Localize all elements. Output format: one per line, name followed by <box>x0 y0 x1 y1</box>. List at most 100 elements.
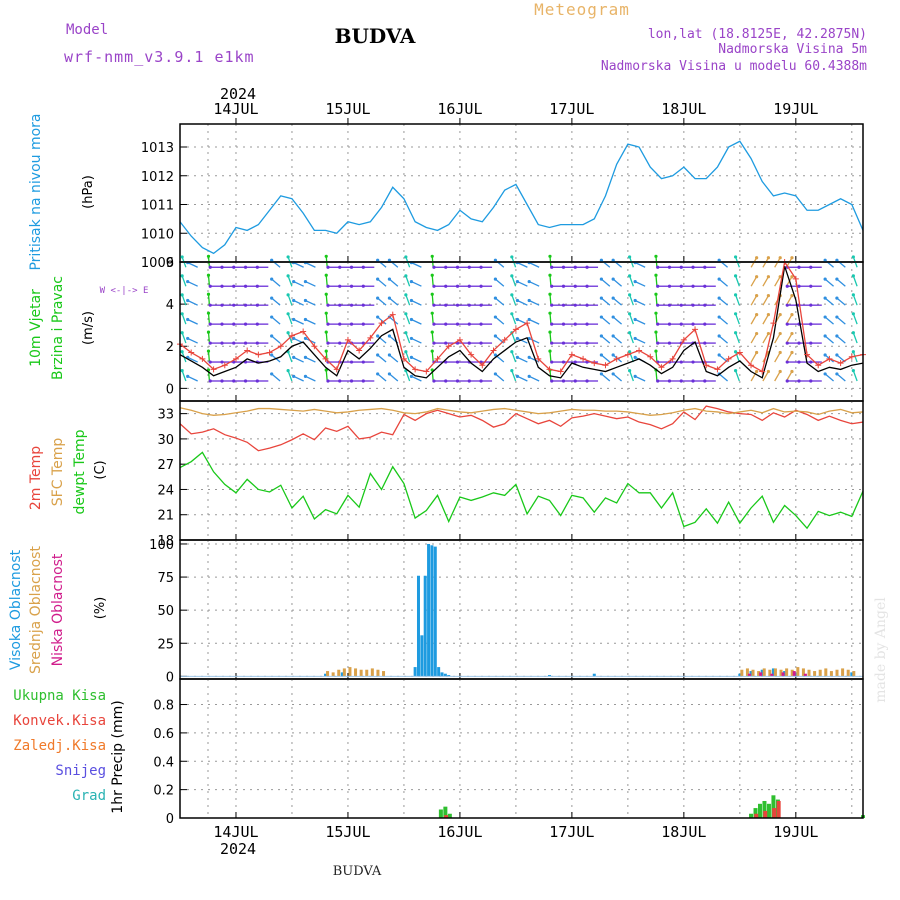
bar-visoka-oblacnost <box>420 635 424 677</box>
bar-srednja-oblacnost <box>326 671 330 677</box>
panel-pressure <box>179 123 864 263</box>
legend-snow: Snijeg <box>55 763 106 779</box>
wind-arrow <box>634 280 646 287</box>
wind-arrow-head <box>292 336 296 341</box>
gust-point <box>277 343 284 350</box>
footer-title: BUDVA <box>333 864 382 879</box>
series-line-pritisak-na-nivou-mora <box>179 140 864 255</box>
wind-arrow <box>549 351 552 363</box>
wind-ylabel-1: 10m Vjetar <box>28 289 44 367</box>
panel-temperature <box>179 400 864 541</box>
bar-visoka-oblacnost <box>423 575 427 677</box>
gust-point <box>703 362 710 369</box>
gust-point <box>557 368 564 375</box>
bar-ukupna-kisa <box>762 800 767 818</box>
wind-arrow <box>207 332 211 344</box>
wind-arrow <box>824 297 834 306</box>
bar-srednja-oblacnost <box>801 668 805 677</box>
wind-arrow-head <box>206 311 211 315</box>
bar-srednja-oblacnost <box>348 667 352 677</box>
wind-arrow <box>287 313 293 325</box>
wind-arrow <box>405 313 411 325</box>
wind-arrow-head <box>667 341 672 345</box>
wind-arrow <box>305 280 316 287</box>
gust-point <box>826 355 833 362</box>
wind-arrow <box>750 371 758 382</box>
bar-niska-oblacnost <box>803 673 807 677</box>
bar-niska-oblacnost <box>747 673 751 677</box>
wind-arrow <box>411 262 422 268</box>
date-label-top: 18JUL <box>661 100 706 118</box>
ytick-label: 100 <box>149 538 174 553</box>
wind-arrow-head <box>255 341 259 345</box>
bar-srednja-oblacnost <box>779 669 783 677</box>
wind-arrow-head <box>691 379 695 383</box>
wind-arrow-head <box>633 374 637 378</box>
pressure-unit: (hPa) <box>81 175 96 209</box>
wind-arrow <box>549 294 552 306</box>
date-label-bottom: 15JUL <box>325 823 370 841</box>
wind-arrow <box>511 275 517 287</box>
wind-arrow-head <box>785 284 789 288</box>
wind-arrow-head <box>455 360 460 364</box>
ytick-label: 4 <box>166 298 174 313</box>
wind-arrow <box>431 275 434 287</box>
wind-arrow <box>411 356 422 363</box>
wind-arrow-head <box>851 331 855 335</box>
precip-ylabel: 1hr Precip (mm) <box>110 700 126 813</box>
wind-arrow-head <box>361 322 365 326</box>
wind-arrow <box>431 313 434 325</box>
gust-point <box>367 334 374 341</box>
wind-arrow-head <box>180 350 184 354</box>
wind-arrow-head <box>755 350 759 355</box>
series-line-udari <box>179 260 864 373</box>
panel-frame <box>179 400 864 541</box>
wind-arrow-head <box>432 303 436 307</box>
date-label-top: 14JUL <box>213 100 258 118</box>
wind-arrow-head <box>561 303 566 307</box>
wind-arrow-head <box>790 313 794 317</box>
wind-arrow <box>774 333 781 344</box>
wind-arrow <box>305 375 316 382</box>
bar-visoka-oblacnost <box>416 575 420 677</box>
gust-point <box>524 320 531 327</box>
wind-arrow-head <box>691 284 695 288</box>
wind-arrow-head <box>243 341 248 345</box>
wind-arrow-head <box>376 296 380 300</box>
wind-arrow-head <box>270 372 274 376</box>
wind-arrow <box>634 262 646 268</box>
wind-arrow-head <box>667 284 672 288</box>
wind-arrow <box>293 280 304 287</box>
year-label-top: 2024 <box>220 85 256 103</box>
wind-arrow <box>405 351 411 363</box>
wind-arrow-head <box>515 317 520 322</box>
wind-arrow <box>600 297 611 306</box>
wind-arrow-head <box>667 379 672 383</box>
date-label-bottom: 14JUL <box>213 823 258 841</box>
wind-arrow <box>181 370 187 382</box>
wind-arrow <box>305 356 316 363</box>
wind-arrow <box>271 297 281 306</box>
wind-arrow <box>824 278 834 287</box>
bar-srednja-oblacnost <box>841 668 845 677</box>
wind-arrow-head <box>404 350 408 354</box>
legend-frozen-precip: Zaledj.Kisa <box>13 738 106 754</box>
wind-compass: W <-|-> E <box>100 286 149 296</box>
wind-arrow-head <box>628 350 632 354</box>
wind-arrow <box>852 294 858 306</box>
wind-arrow <box>762 371 769 382</box>
wind-arrow <box>377 354 387 363</box>
wind-arrow <box>612 335 623 344</box>
wind-arrow-head <box>755 313 759 317</box>
wind-arrow <box>325 313 328 325</box>
wind-arrow-head <box>550 360 554 364</box>
wind-arrow-head <box>186 317 190 322</box>
wind-arrow <box>836 373 846 382</box>
wind-arrow <box>718 297 728 306</box>
wind-arrow <box>325 369 328 382</box>
wind-arrow-head <box>628 369 632 373</box>
wind-arrow-head <box>599 353 603 357</box>
wind-arrow-head <box>703 341 707 345</box>
wind-arrow-head <box>611 315 615 319</box>
